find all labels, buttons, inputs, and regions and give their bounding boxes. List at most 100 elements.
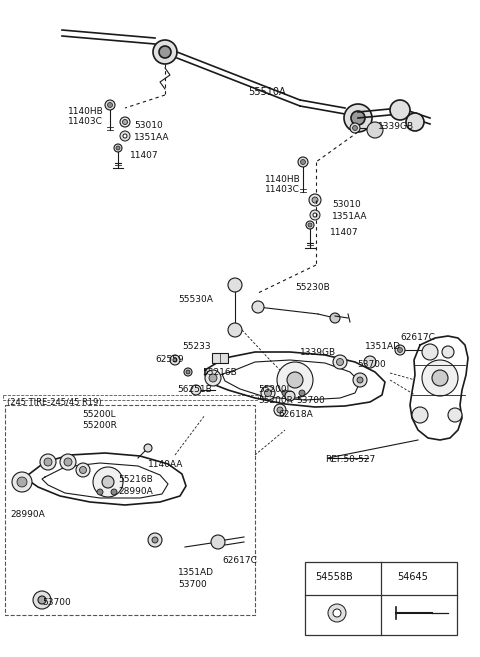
Circle shape xyxy=(261,386,275,400)
Text: 55200L: 55200L xyxy=(82,410,116,419)
Circle shape xyxy=(442,346,454,358)
Text: 11407: 11407 xyxy=(330,228,359,237)
Text: 55200R: 55200R xyxy=(258,396,293,405)
Text: 62559: 62559 xyxy=(155,355,184,364)
Circle shape xyxy=(153,40,177,64)
Circle shape xyxy=(108,102,112,108)
Text: 62617C: 62617C xyxy=(222,556,257,565)
Circle shape xyxy=(277,407,283,413)
Circle shape xyxy=(144,444,152,452)
Circle shape xyxy=(114,144,122,152)
Circle shape xyxy=(105,100,115,110)
Circle shape xyxy=(448,408,462,422)
Text: 28990A: 28990A xyxy=(10,510,45,519)
Text: 1140HB
11403C: 1140HB 11403C xyxy=(265,175,301,194)
Circle shape xyxy=(205,370,221,386)
Bar xyxy=(3,395,258,400)
Circle shape xyxy=(12,472,32,492)
Circle shape xyxy=(122,120,128,124)
Circle shape xyxy=(40,454,56,470)
Text: 54645: 54645 xyxy=(397,572,429,582)
Text: 55510A: 55510A xyxy=(248,87,286,97)
Text: 55233: 55233 xyxy=(182,342,211,351)
Circle shape xyxy=(152,537,158,543)
Text: 55216B: 55216B xyxy=(118,475,153,484)
Circle shape xyxy=(344,104,372,132)
Circle shape xyxy=(148,533,162,547)
Circle shape xyxy=(310,210,320,220)
Circle shape xyxy=(309,194,321,206)
Circle shape xyxy=(33,591,51,609)
Circle shape xyxy=(352,125,358,131)
Text: 53700: 53700 xyxy=(42,598,71,607)
Text: 1140AA: 1140AA xyxy=(148,460,183,469)
Text: 1351AD: 1351AD xyxy=(178,568,214,577)
Text: 28990A: 28990A xyxy=(118,487,153,496)
Circle shape xyxy=(184,368,192,376)
Text: 1140HB
11403C: 1140HB 11403C xyxy=(68,107,104,126)
Circle shape xyxy=(228,278,242,292)
Circle shape xyxy=(432,370,448,386)
Circle shape xyxy=(422,344,438,360)
Bar xyxy=(5,405,255,615)
Circle shape xyxy=(364,356,376,368)
Circle shape xyxy=(159,46,171,58)
Text: 53700: 53700 xyxy=(357,360,386,369)
Circle shape xyxy=(170,355,180,365)
Text: 11407: 11407 xyxy=(130,151,158,160)
Circle shape xyxy=(64,458,72,466)
Circle shape xyxy=(333,609,341,617)
Text: 62618A: 62618A xyxy=(278,410,313,419)
Circle shape xyxy=(38,596,46,604)
Text: 55530A: 55530A xyxy=(178,295,213,304)
Circle shape xyxy=(60,454,76,470)
Circle shape xyxy=(357,377,363,383)
Text: REF.50-527: REF.50-527 xyxy=(325,455,375,464)
Circle shape xyxy=(333,355,347,369)
Circle shape xyxy=(313,213,317,217)
Text: 55200L: 55200L xyxy=(258,385,292,394)
Circle shape xyxy=(285,391,295,401)
Circle shape xyxy=(97,489,103,495)
Text: 53700: 53700 xyxy=(178,580,207,589)
Text: 53010: 53010 xyxy=(134,121,163,130)
Circle shape xyxy=(17,477,27,487)
Text: 55200R: 55200R xyxy=(82,421,117,430)
Circle shape xyxy=(330,313,340,323)
Circle shape xyxy=(282,390,288,396)
Circle shape xyxy=(328,604,346,622)
Circle shape xyxy=(298,157,308,167)
Circle shape xyxy=(209,374,217,382)
Text: 56251B: 56251B xyxy=(177,385,212,394)
Circle shape xyxy=(308,223,312,227)
Circle shape xyxy=(120,131,130,141)
Circle shape xyxy=(102,476,114,488)
Text: 55216B: 55216B xyxy=(202,368,237,377)
Circle shape xyxy=(44,458,52,466)
Circle shape xyxy=(111,489,117,495)
Circle shape xyxy=(93,467,123,497)
Circle shape xyxy=(191,385,201,395)
Circle shape xyxy=(390,100,410,120)
Text: 1351AA: 1351AA xyxy=(134,133,169,142)
Circle shape xyxy=(406,113,424,131)
Text: 54558B: 54558B xyxy=(315,572,353,582)
Text: 55230B: 55230B xyxy=(295,283,330,292)
Text: 1351AA: 1351AA xyxy=(332,212,368,221)
Text: 1339GB: 1339GB xyxy=(300,348,336,357)
Text: (245 TIRE-245/45 R19): (245 TIRE-245/45 R19) xyxy=(7,398,102,407)
Bar xyxy=(212,353,228,363)
Circle shape xyxy=(123,134,127,138)
Circle shape xyxy=(395,345,405,355)
Circle shape xyxy=(422,360,458,396)
Circle shape xyxy=(397,348,403,353)
Circle shape xyxy=(274,404,286,416)
Circle shape xyxy=(299,390,305,396)
Circle shape xyxy=(120,117,130,127)
Circle shape xyxy=(336,359,344,365)
Circle shape xyxy=(312,197,318,203)
Circle shape xyxy=(211,535,225,549)
Text: 62617C: 62617C xyxy=(400,333,435,342)
Text: 53700: 53700 xyxy=(296,396,325,405)
Circle shape xyxy=(76,463,90,477)
